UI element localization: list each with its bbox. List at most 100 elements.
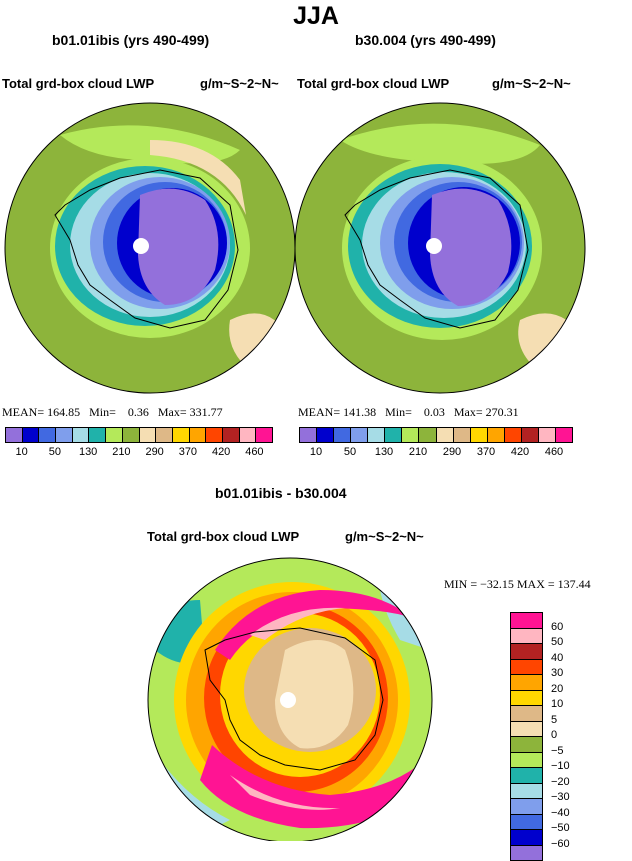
colorbar-tick-label: 290 bbox=[442, 446, 462, 458]
colorbar-tick-label: 130 bbox=[374, 446, 394, 458]
diff-colorbar bbox=[510, 612, 543, 861]
colorbar-swatch bbox=[538, 428, 556, 442]
colorbar-swatch bbox=[511, 845, 542, 860]
colorbar-swatch bbox=[453, 428, 471, 442]
colorbar-tick-label: 460 bbox=[544, 446, 564, 458]
colorbar-swatch bbox=[239, 428, 257, 442]
right-max-value: 270.31 bbox=[485, 405, 519, 419]
colorbar-swatch bbox=[511, 613, 542, 629]
colorbar-tick-label: −10 bbox=[551, 760, 570, 772]
colorbar-swatch bbox=[206, 428, 223, 442]
colorbar-swatch bbox=[511, 814, 542, 830]
colorbar-swatch bbox=[122, 428, 140, 442]
colorbar-tick-label: 370 bbox=[476, 446, 496, 458]
colorbar-swatch bbox=[487, 428, 505, 442]
colorbar-swatch bbox=[511, 783, 542, 799]
right-panel-title: b30.004 (yrs 490-499) bbox=[355, 32, 496, 48]
diff-pole-marker bbox=[280, 692, 296, 708]
right-map bbox=[295, 103, 585, 393]
diff-variable-label: Total grd-box cloud LWP bbox=[147, 529, 300, 544]
diff-map bbox=[148, 558, 432, 841]
colorbar-swatch bbox=[402, 428, 420, 442]
colorbar-swatch bbox=[511, 628, 542, 644]
colorbar-tick-label: 10 bbox=[15, 446, 28, 458]
colorbar-swatch bbox=[511, 830, 542, 846]
colorbar-tick-label: 20 bbox=[551, 682, 564, 695]
colorbar-swatch bbox=[521, 428, 539, 442]
colorbar-swatch bbox=[72, 428, 90, 442]
left-stats: MEAN= 164.85 Min= 0.36 Max= 331.77 bbox=[2, 405, 223, 420]
right-min-value: 0.03 bbox=[423, 405, 445, 419]
right-mean-value: 141.38 bbox=[343, 405, 377, 419]
colorbar-tick-label: 210 bbox=[408, 446, 428, 458]
colorbar-tick-label: −60 bbox=[551, 837, 570, 850]
colorbar-tick-label: 60 bbox=[551, 620, 564, 633]
colorbar-tick-label: 420 bbox=[510, 446, 530, 458]
colorbar-swatch bbox=[511, 752, 542, 768]
colorbar-tick-label: 0 bbox=[551, 729, 558, 741]
colorbar-swatch bbox=[470, 428, 488, 442]
colorbar-swatch bbox=[511, 690, 542, 706]
colorbar-swatch bbox=[511, 706, 542, 722]
left-min-label: Min= bbox=[89, 405, 116, 419]
left-mean-label: MEAN= bbox=[2, 405, 45, 419]
colorbar-swatch bbox=[555, 428, 572, 442]
colorbar-tick-label: 130 bbox=[78, 446, 98, 458]
figure-title: JJA bbox=[293, 2, 339, 30]
colorbar-swatch bbox=[511, 644, 542, 660]
left-plateau-purple bbox=[138, 188, 219, 305]
colorbar-swatch bbox=[385, 428, 403, 442]
colorbar-swatch bbox=[300, 428, 318, 442]
left-pole-marker bbox=[133, 238, 149, 254]
colorbar-swatch bbox=[511, 799, 542, 815]
left-units-label: g/m~S~2~N~ bbox=[200, 76, 279, 91]
colorbar-tick-label: 10 bbox=[309, 446, 323, 458]
colorbar-swatch bbox=[156, 428, 173, 442]
right-plateau-purple bbox=[430, 188, 512, 306]
colorbar-swatch bbox=[334, 428, 352, 442]
colorbar-swatch bbox=[222, 428, 240, 442]
colorbar-tick-label: 30 bbox=[551, 667, 564, 679]
colorbar-swatch bbox=[511, 737, 542, 753]
colorbar-swatch bbox=[511, 659, 542, 675]
colorbar-swatch bbox=[189, 428, 207, 442]
colorbar-swatch bbox=[56, 428, 73, 442]
diff-plateau-wheat bbox=[275, 640, 354, 749]
colorbar-tick-label: 50 bbox=[343, 446, 357, 458]
left-colorbar bbox=[5, 427, 273, 443]
colorbar-tick-label: 10 bbox=[551, 698, 564, 710]
colorbar-tick-label: 40 bbox=[551, 651, 564, 664]
colorbar-swatch bbox=[511, 768, 542, 784]
colorbar-swatch bbox=[139, 428, 157, 442]
colorbar-swatch bbox=[172, 428, 190, 442]
colorbar-tick-label: 290 bbox=[145, 446, 164, 458]
left-variable-label: Total grd-box cloud LWP bbox=[2, 76, 155, 91]
right-variable-label: Total grd-box cloud LWP bbox=[297, 76, 450, 91]
left-antarctica-coast bbox=[54, 169, 239, 329]
colorbar-swatch bbox=[351, 428, 369, 442]
left-mean-value: 164.85 bbox=[47, 405, 81, 419]
diff-map-border bbox=[147, 557, 433, 841]
colorbar-swatch bbox=[419, 428, 437, 442]
right-mean-label: MEAN= bbox=[298, 405, 341, 419]
colorbar-tick-label: −50 bbox=[551, 822, 570, 834]
colorbar-tick-label: 460 bbox=[245, 446, 264, 458]
right-stats: MEAN= 141.38 Min= 0.03 Max= 270.31 bbox=[298, 405, 519, 420]
right-min-label: Min= bbox=[385, 405, 412, 419]
colorbar-swatch bbox=[368, 428, 386, 442]
colorbar-tick-label: −40 bbox=[551, 806, 570, 819]
diff-peak-north bbox=[215, 590, 415, 660]
left-map bbox=[5, 103, 295, 393]
left-min-value: 0.36 bbox=[127, 405, 149, 419]
maps-svg bbox=[4, 102, 586, 841]
diff-units-label: g/m~S~2~N~ bbox=[345, 529, 424, 544]
right-antarctica-coast bbox=[344, 169, 529, 329]
colorbar-swatch bbox=[511, 675, 542, 691]
colorbar-tick-label: 370 bbox=[178, 446, 198, 458]
colorbar-swatch bbox=[89, 428, 107, 442]
right-pole-marker bbox=[426, 238, 442, 254]
colorbar-tick-label: −30 bbox=[551, 791, 570, 803]
diff-antarctica-coast bbox=[204, 627, 384, 771]
colorbar-tick-label: 420 bbox=[211, 446, 231, 458]
colorbar-swatch bbox=[511, 721, 542, 737]
